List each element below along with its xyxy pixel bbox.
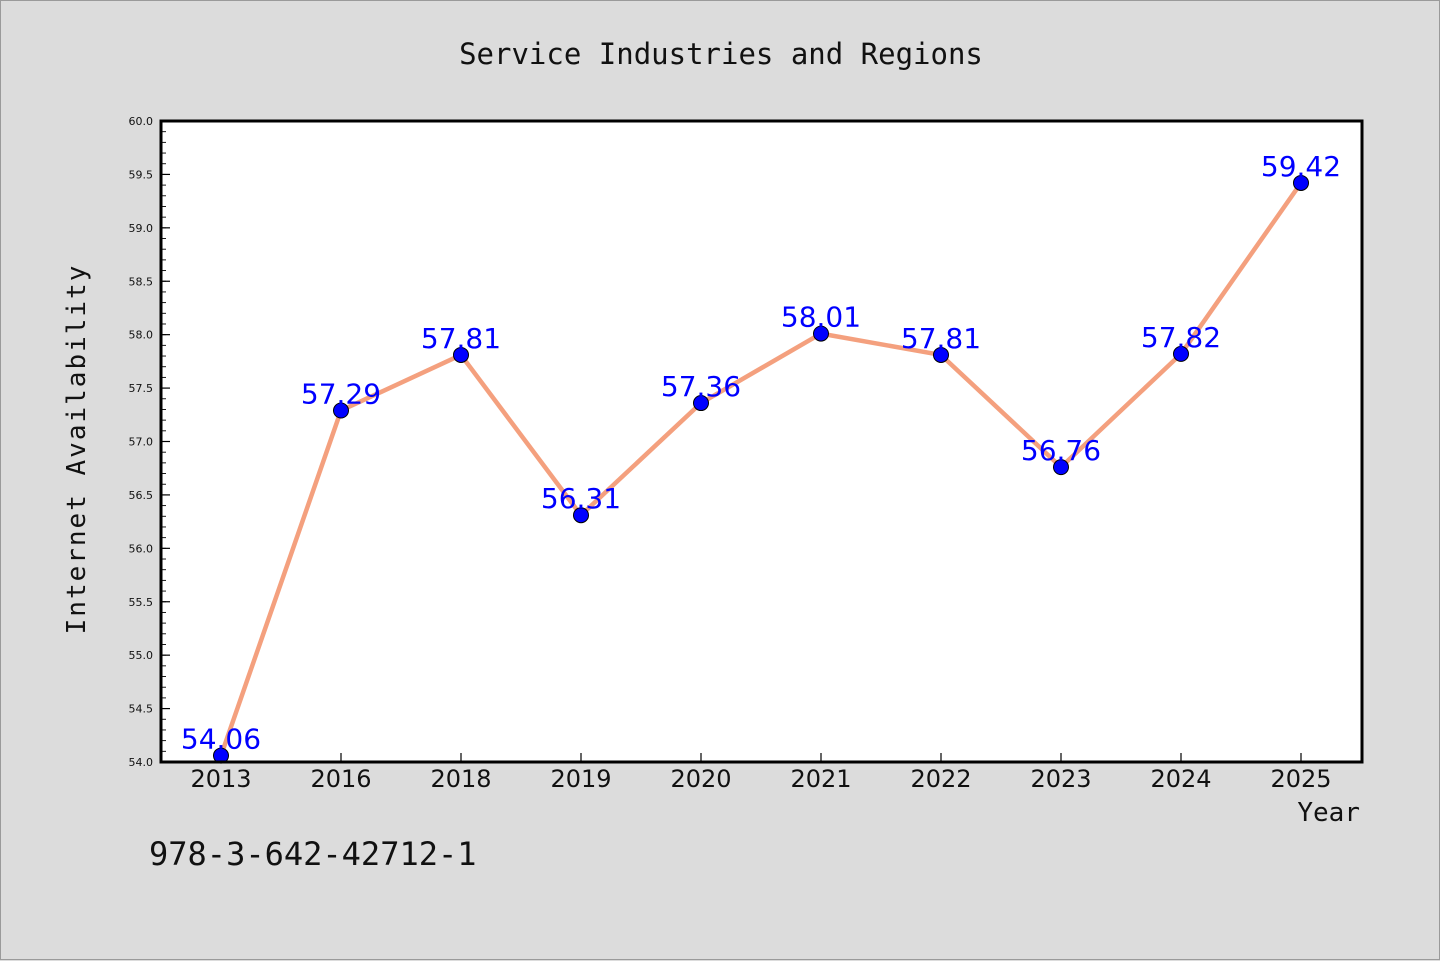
footer-code: 978-3-642-42712-1 bbox=[149, 835, 477, 873]
y-tick-label: 55.5 bbox=[129, 596, 154, 609]
y-tick-label: 54.5 bbox=[129, 703, 154, 716]
x-tick-label: 2025 bbox=[1270, 765, 1331, 793]
x-tick-label: 2013 bbox=[190, 765, 251, 793]
series-line-group bbox=[218, 180, 1304, 758]
plot-area bbox=[161, 121, 1362, 762]
data-label: 56.76 bbox=[1021, 434, 1101, 467]
y-tick-label: 54.0 bbox=[129, 756, 154, 769]
x-tick-label: 2021 bbox=[790, 765, 851, 793]
data-label: 57.82 bbox=[1141, 321, 1221, 354]
y-tick-label: 58.5 bbox=[129, 275, 154, 288]
y-tick-label: 57.0 bbox=[129, 436, 154, 449]
y-tick-label: 57.5 bbox=[129, 382, 154, 395]
data-point bbox=[933, 346, 949, 363]
y-tick-label: 59.5 bbox=[129, 168, 154, 181]
x-tick-label: 2020 bbox=[670, 765, 731, 793]
y-tick-label: 60.0 bbox=[129, 115, 154, 128]
x-tick-label: 2019 bbox=[550, 765, 611, 793]
plot-frame bbox=[159, 119, 1364, 764]
data-point bbox=[1053, 459, 1069, 476]
data-point bbox=[693, 395, 709, 412]
markers-group bbox=[213, 174, 1309, 764]
y-axis: 54.0 54.5 55.0 55.5 56.0 56.5 57.0 57.5 58.0 58.5… bbox=[129, 115, 170, 769]
data-labels-group: 54.06 57.29 57.81 56.31 57.36 58.01 57.81 56.76… bbox=[181, 150, 1341, 756]
y-tick-label: 59.0 bbox=[129, 222, 154, 235]
data-point bbox=[1173, 345, 1189, 362]
x-axis: 2013 2016 2018 2019 2020 2021 2022 2023 2024 2025 bbox=[190, 753, 1332, 793]
data-point bbox=[1293, 174, 1309, 191]
x-tick-label: 2023 bbox=[1030, 765, 1091, 793]
y-tick-label: 58.0 bbox=[129, 329, 154, 342]
data-label: 59.42 bbox=[1261, 150, 1341, 183]
series-line bbox=[218, 180, 1304, 758]
data-label: 58.01 bbox=[781, 301, 861, 334]
x-tick-label: 2022 bbox=[910, 765, 971, 793]
data-label: 57.36 bbox=[661, 370, 741, 403]
data-point bbox=[333, 402, 349, 419]
y-tick-label: 55.0 bbox=[129, 649, 154, 662]
y-tick-label: 56.0 bbox=[129, 542, 154, 555]
data-label: 57.81 bbox=[901, 322, 981, 355]
y-tick-label: 56.5 bbox=[129, 489, 154, 502]
x-tick-label: 2018 bbox=[430, 765, 491, 793]
data-label: 57.81 bbox=[421, 322, 501, 355]
data-label: 54.06 bbox=[181, 723, 261, 756]
x-tick-label: 2024 bbox=[1150, 765, 1211, 793]
y-axis-label: Internet Availability bbox=[62, 264, 92, 635]
data-label: 57.29 bbox=[301, 378, 381, 411]
x-tick-label: 2016 bbox=[310, 765, 371, 793]
x-axis-label: Year bbox=[1297, 798, 1360, 828]
data-point bbox=[453, 346, 469, 363]
data-label: 56.31 bbox=[541, 482, 621, 515]
data-point bbox=[573, 507, 589, 524]
chart-title: Service Industries and Regions bbox=[459, 37, 983, 71]
data-point bbox=[813, 325, 829, 342]
